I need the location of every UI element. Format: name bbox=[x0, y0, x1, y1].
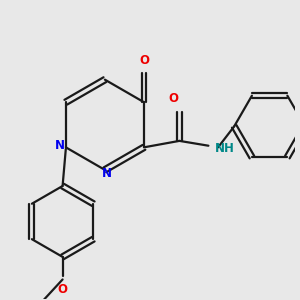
Text: O: O bbox=[139, 54, 149, 67]
Text: O: O bbox=[58, 283, 68, 296]
Text: O: O bbox=[168, 92, 178, 105]
Text: N: N bbox=[55, 139, 65, 152]
Text: N: N bbox=[101, 167, 112, 180]
Text: NH: NH bbox=[215, 142, 235, 155]
